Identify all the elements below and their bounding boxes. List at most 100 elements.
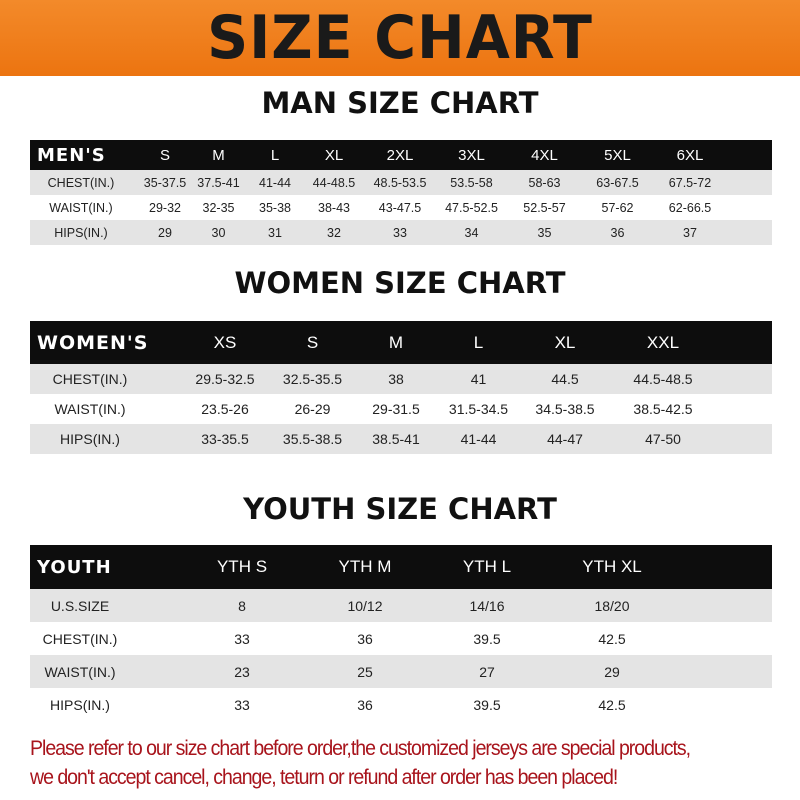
- size-column-header: 5XL: [604, 146, 631, 164]
- table-cell: 8: [238, 597, 246, 614]
- table-cell: 34: [464, 225, 479, 240]
- table-cell: 62-66.5: [668, 200, 712, 215]
- table-cell: 23: [234, 663, 250, 680]
- table-cell: 38.5-42.5: [633, 401, 693, 417]
- table-cell: 14/16: [469, 597, 505, 614]
- size-column-header: YTH M: [338, 557, 392, 576]
- table-cell: 52.5-57: [523, 200, 566, 215]
- table-cell: 36: [610, 225, 625, 240]
- table-cell: 31: [268, 225, 282, 240]
- table-row: WAIST(IN.) 23.5-26 26-29 29-31.5 31.5-34.5 34…: [30, 394, 772, 424]
- size-column-header: M: [212, 146, 225, 164]
- table-cell: 25: [357, 663, 373, 680]
- row-label: WAIST(IN.): [54, 401, 126, 417]
- table-cell: 30: [211, 225, 226, 240]
- row-label: WAIST(IN.): [44, 663, 116, 680]
- size-column-header: S: [306, 332, 319, 352]
- table-cell: 36: [357, 696, 373, 713]
- table-cell: 38.5-41: [372, 431, 420, 447]
- table-row: CHEST(IN.) 35-37.5 37.5-41 41-44 44-48.5 48.5…: [30, 170, 772, 195]
- table-corner-label: YOUTH: [37, 556, 112, 578]
- table-cell: 35-38: [259, 200, 291, 215]
- table-row: CHEST(IN.) 29.5-32.5 32.5-35.5 38 41 44.5 44.5…: [30, 364, 772, 394]
- size-column-header: XL: [324, 146, 344, 164]
- table-cell: 38-43: [318, 200, 350, 215]
- table-cell: 42.5: [598, 696, 626, 713]
- table-cell: 44-47: [547, 431, 583, 447]
- size-column-header: 2XL: [386, 146, 414, 164]
- size-column-header: 6XL: [676, 146, 704, 164]
- row-label: WAIST(IN.): [49, 200, 113, 215]
- table-row: WAIST(IN.) 23 25 27 29: [30, 655, 772, 688]
- table-cell: 41-44: [259, 175, 291, 190]
- table-cell: 26-29: [294, 401, 331, 417]
- table-cell: 33: [234, 630, 250, 647]
- table-cell: 35-37.5: [143, 175, 187, 190]
- women-section-title: WOMEN SIZE CHART: [234, 266, 566, 300]
- row-label: HIPS(IN.): [54, 225, 108, 240]
- table-row: CHEST(IN.) 33 36 39.5 42.5: [30, 622, 772, 655]
- size-column-header: XXL: [646, 332, 680, 352]
- table-row: U.S.SIZE 8 10/12 14/16 18/20: [30, 589, 772, 622]
- men-size-table: MEN'S S M L XL 2XL 3XL 4XL 5XL 6XL CHEST(IN.) 35-37…: [30, 140, 772, 245]
- table-cell: 33: [393, 225, 407, 240]
- table-cell: 41: [470, 371, 487, 387]
- notice-line: Please refer to our size chart before or…: [30, 737, 691, 760]
- table-cell: 37.5-41: [197, 175, 240, 190]
- table-cell: 29: [604, 663, 620, 680]
- table-cell: 35.5-38.5: [282, 431, 343, 447]
- table-cell: 44-48.5: [312, 175, 356, 190]
- row-label: CHEST(IN.): [42, 630, 118, 647]
- table-cell: 32: [327, 225, 341, 240]
- table-cell: 10/12: [347, 597, 383, 614]
- youth-section-title: YOUTH SIZE CHART: [243, 492, 557, 526]
- table-cell: 32-35: [202, 200, 235, 215]
- size-column-header: 3XL: [458, 146, 485, 164]
- table-cell: 36: [357, 630, 373, 647]
- size-column-header: XS: [213, 332, 237, 352]
- size-column-header: 4XL: [531, 146, 558, 164]
- size-column-header: YTH L: [462, 557, 512, 576]
- table-row: HIPS(IN.) 33 36 39.5 42.5: [30, 688, 772, 721]
- size-column-header: M: [388, 332, 404, 352]
- size-chart-banner: SIZE CHART: [0, 0, 800, 76]
- table-cell: 29.5-32.5: [195, 371, 255, 387]
- table-corner-label: MEN'S: [37, 144, 106, 166]
- table-row: HIPS(IN.) 29 30 31 32 33 34 35 36 37: [30, 220, 772, 245]
- youth-size-table: YOUTH YTH S YTH M YTH L YTH XL U.S.SIZE 8 10/12…: [30, 545, 772, 721]
- table-cell: 29: [158, 225, 172, 240]
- table-cell: 29-32: [149, 200, 181, 215]
- table-header-row: WOMEN'S XS S M L XL XXL: [30, 321, 772, 364]
- table-cell: 33-35.5: [201, 431, 249, 447]
- table-cell: 43-47.5: [378, 200, 422, 215]
- row-label: HIPS(IN.): [50, 696, 110, 713]
- row-label: U.S.SIZE: [50, 597, 110, 614]
- table-cell: 67.5-72: [668, 175, 712, 190]
- table-cell: 23.5-26: [201, 401, 249, 417]
- table-cell: 48.5-53.5: [373, 175, 427, 190]
- table-header-row: MEN'S S M L XL 2XL 3XL 4XL 5XL 6XL: [30, 140, 772, 170]
- table-cell: 47-50: [645, 431, 681, 447]
- table-cell: 29-31.5: [372, 401, 420, 417]
- table-cell: 37: [683, 225, 697, 240]
- table-row: HIPS(IN.) 33-35.5 35.5-38.5 38.5-41 41-44 44-…: [30, 424, 772, 454]
- table-cell: 34.5-38.5: [535, 401, 595, 417]
- women-size-table: WOMEN'S XS S M L XL XXL CHEST(IN.) 29.5-32.5 32.5…: [30, 321, 772, 454]
- table-cell: 44.5-48.5: [633, 371, 693, 387]
- table-corner-label: WOMEN'S: [37, 331, 149, 354]
- size-column-header: L: [473, 332, 484, 352]
- table-cell: 38: [388, 371, 404, 387]
- table-header-row: YOUTH YTH S YTH M YTH L YTH XL: [30, 545, 772, 589]
- table-cell: 32.5-35.5: [282, 371, 343, 387]
- size-column-header: XL: [554, 332, 576, 352]
- table-cell: 39.5: [473, 630, 501, 647]
- row-label: CHEST(IN.): [52, 371, 128, 387]
- table-cell: 53.5-58: [450, 175, 493, 190]
- table-cell: 47.5-52.5: [445, 200, 498, 215]
- table-cell: 18/20: [594, 597, 630, 614]
- men-section-title: MAN SIZE CHART: [261, 86, 539, 120]
- notice-line: we don't accept cancel, change, teturn o…: [30, 766, 618, 789]
- order-notice: Please refer to our size chart before or…: [30, 734, 737, 792]
- table-cell: 27: [479, 663, 495, 680]
- table-cell: 39.5: [473, 696, 501, 713]
